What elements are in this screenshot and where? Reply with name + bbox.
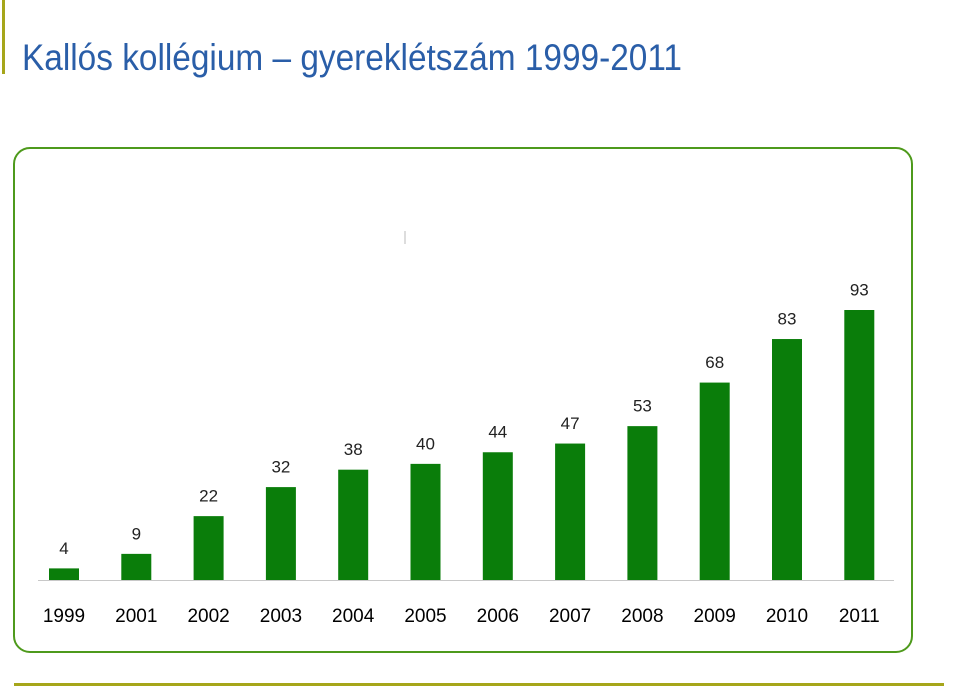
x-tick-label: 2006 [477,606,519,627]
accent-line [14,683,944,686]
bar [193,516,224,580]
bar [555,443,586,580]
x-tick-label: 2009 [694,606,736,627]
x-tick-label: 2002 [187,606,229,627]
bar [265,487,296,580]
x-tick-label: 2010 [766,606,808,627]
x-tick-label: 2005 [404,606,446,627]
x-tick-label: 2001 [115,606,157,627]
bar [482,452,513,580]
x-tick-label: 2008 [621,606,663,627]
bar [338,469,369,580]
data-label: 4 [59,539,68,558]
bar [772,339,802,580]
bar [49,568,79,580]
data-label: 47 [561,414,580,433]
data-label: 9 [132,524,141,543]
x-tick-label: 2004 [332,606,375,627]
bar [627,426,658,580]
data-label: 93 [850,280,869,299]
data-label: 44 [488,423,507,442]
chart-title: Kallós kollégium – gyereklétszám 1999-20… [22,37,682,78]
data-label: 68 [705,353,724,372]
data-label: 40 [416,434,435,453]
bar [410,463,441,580]
x-tick-label: 2011 [839,606,880,627]
data-label: 83 [778,310,797,329]
bar [121,553,152,580]
chart-frame [13,147,913,653]
data-label: 32 [271,458,290,477]
x-tick-label: 1999 [43,606,85,627]
accent-bar [2,0,5,74]
bar [699,382,730,580]
bar [844,310,875,580]
x-tick-label: 2007 [549,606,591,627]
data-label: 22 [199,487,218,506]
x-tick-label: 2003 [260,606,302,627]
data-label: 53 [633,397,652,416]
data-label: 38 [344,440,363,459]
